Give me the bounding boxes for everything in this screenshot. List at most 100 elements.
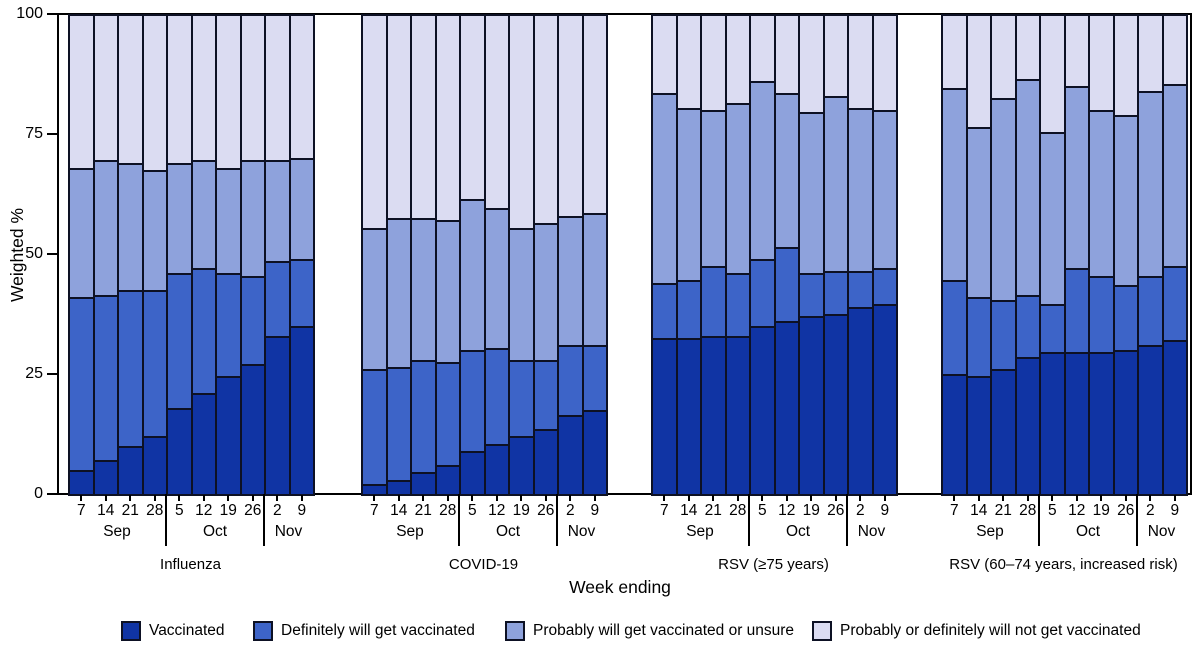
month-separator	[1136, 494, 1138, 546]
week-label: 26	[244, 502, 262, 519]
week-label: 12	[195, 502, 213, 519]
bar-segment-definitely-will	[68, 297, 95, 472]
bar-segment-probably-unsure	[1112, 114, 1139, 288]
month-label: Sep	[976, 523, 1004, 540]
bar-segment-probably-unsure	[651, 93, 678, 285]
bar-segment-probably-unsure	[239, 160, 266, 278]
week-label: 7	[369, 502, 379, 519]
bar-segment-definitely-will	[871, 268, 898, 307]
bar-segment-definitely-will	[92, 294, 119, 463]
bar-segment-vaccinated	[700, 335, 727, 496]
bar-segment-probably-unsure	[361, 227, 388, 372]
x-axis-tick	[495, 495, 498, 501]
bar-segment-will-not	[1063, 14, 1090, 88]
month-label: Oct	[495, 523, 521, 540]
bar-segment-probably-unsure	[288, 158, 315, 261]
legend-label-will-not: Probably or definitely will not get vacc…	[840, 622, 1141, 639]
legend-swatch-probably-unsure	[505, 621, 525, 641]
month-label: Nov	[1147, 523, 1176, 540]
week-label: 5	[757, 502, 767, 519]
x-axis-tick	[153, 495, 156, 501]
y-axis-tick	[47, 253, 57, 255]
bar-segment-definitely-will	[798, 273, 825, 319]
x-axis-tick	[80, 495, 83, 501]
bar-segment-definitely-will	[288, 258, 315, 328]
bar-segment-will-not	[965, 14, 992, 129]
x-axis-tick	[712, 495, 715, 501]
x-axis-label: Week ending	[569, 577, 671, 597]
bar-segment-will-not	[68, 14, 95, 170]
week-label: 28	[146, 502, 164, 519]
bar-segment-definitely-will	[1063, 268, 1090, 355]
bar-segment-will-not	[871, 14, 898, 112]
bar-segment-will-not	[1112, 14, 1139, 117]
bar-segment-definitely-will	[117, 290, 144, 448]
bar-segment-vaccinated	[1039, 352, 1066, 496]
bar-segment-vaccinated	[1088, 352, 1115, 496]
x-axis-tick	[953, 495, 956, 501]
bar-segment-vaccinated	[1112, 350, 1139, 496]
bar-segment-definitely-will	[651, 282, 678, 340]
bar-segment-probably-unsure	[141, 170, 168, 292]
week-label: 9	[297, 502, 307, 519]
bar-segment-definitely-will	[847, 270, 874, 309]
bar-segment-probably-unsure	[798, 112, 825, 276]
bar-segment-definitely-will	[700, 266, 727, 338]
x-axis-tick	[178, 495, 181, 501]
week-label: 14	[970, 502, 988, 519]
legend-swatch-will-not	[812, 621, 832, 641]
month-label: Nov	[857, 523, 886, 540]
bar-segment-probably-unsure	[749, 81, 776, 261]
bar-segment-vaccinated	[1161, 340, 1188, 496]
bar-segment-vaccinated	[847, 306, 874, 496]
bar-segment-definitely-will	[773, 246, 800, 324]
bar-segment-will-not	[190, 14, 217, 163]
month-separator	[556, 494, 558, 546]
bar-segment-definitely-will	[990, 299, 1017, 372]
bar-segment-definitely-will	[361, 369, 388, 487]
x-axis-tick	[276, 495, 279, 501]
bar-segment-definitely-will	[581, 345, 608, 412]
y-axis-line	[57, 13, 59, 495]
bar-segment-will-not	[1088, 14, 1115, 112]
bar-segment-will-not	[459, 14, 486, 201]
week-label: 26	[1117, 502, 1135, 519]
bar-segment-probably-unsure	[264, 160, 291, 264]
bar-segment-probably-unsure	[1063, 86, 1090, 271]
week-label: 21	[121, 502, 139, 519]
month-label: Sep	[103, 523, 131, 540]
bar-segment-definitely-will	[410, 359, 437, 475]
bar-segment-will-not	[557, 14, 584, 218]
x-axis-tick	[104, 495, 107, 501]
x-axis-tick	[1002, 495, 1005, 501]
bar-segment-vaccinated	[288, 326, 315, 496]
x-axis-tick	[373, 495, 376, 501]
bar-segment-probably-unsure	[700, 110, 727, 268]
bar-segment-will-not	[361, 14, 388, 230]
bar-segment-probably-unsure	[166, 162, 193, 276]
bar-segment-vaccinated	[675, 338, 702, 496]
x-axis-tick	[834, 495, 837, 501]
bar-segment-probably-unsure	[68, 167, 95, 300]
x-axis-tick	[397, 495, 400, 501]
bar-segment-probably-unsure	[1161, 83, 1188, 268]
bar-segment-probably-unsure	[117, 162, 144, 292]
x-axis-tick	[663, 495, 666, 501]
bar-segment-probably-unsure	[941, 88, 968, 283]
bar-segment-probably-unsure	[190, 160, 217, 271]
legend-item-definitely-will: Definitely will get vaccinated	[253, 620, 475, 642]
week-label: 2	[272, 502, 282, 519]
bar-segment-probably-unsure	[92, 160, 119, 297]
bar-segment-vaccinated	[532, 429, 559, 496]
bar-segment-definitely-will	[508, 359, 535, 439]
bar-segment-vaccinated	[68, 470, 95, 496]
bar-segment-will-not	[1039, 14, 1066, 134]
bar-segment-will-not	[1161, 14, 1188, 86]
x-axis-tick	[761, 495, 764, 501]
x-axis-tick	[1026, 495, 1029, 501]
week-label: 26	[827, 502, 845, 519]
bar-segment-probably-unsure	[434, 220, 461, 364]
bar-segment-definitely-will	[1039, 304, 1066, 355]
bar-segment-vaccinated	[651, 338, 678, 496]
